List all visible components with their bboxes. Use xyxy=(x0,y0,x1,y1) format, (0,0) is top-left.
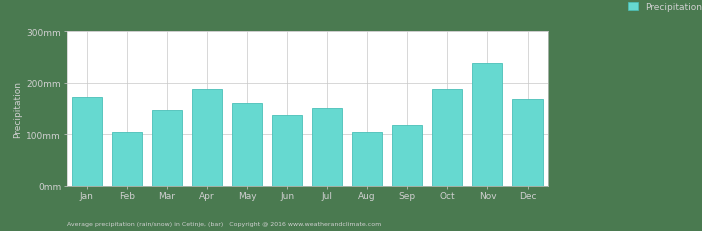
Bar xyxy=(352,132,383,186)
Bar xyxy=(512,100,543,186)
Bar xyxy=(72,98,102,186)
Bar xyxy=(312,108,342,186)
Bar xyxy=(392,125,423,186)
Text: Average precipitation (rain/snow) in Cetinje, (bar)   Copyright @ 2016 www.weath: Average precipitation (rain/snow) in Cet… xyxy=(67,221,381,226)
Y-axis label: Precipitation: Precipitation xyxy=(13,81,22,137)
Bar xyxy=(472,64,503,186)
Bar xyxy=(232,104,262,186)
Bar xyxy=(432,90,463,186)
Bar xyxy=(112,132,142,186)
Bar xyxy=(192,90,222,186)
Bar xyxy=(272,115,302,186)
Legend: Precipitation: Precipitation xyxy=(628,3,702,12)
Bar xyxy=(152,110,182,186)
